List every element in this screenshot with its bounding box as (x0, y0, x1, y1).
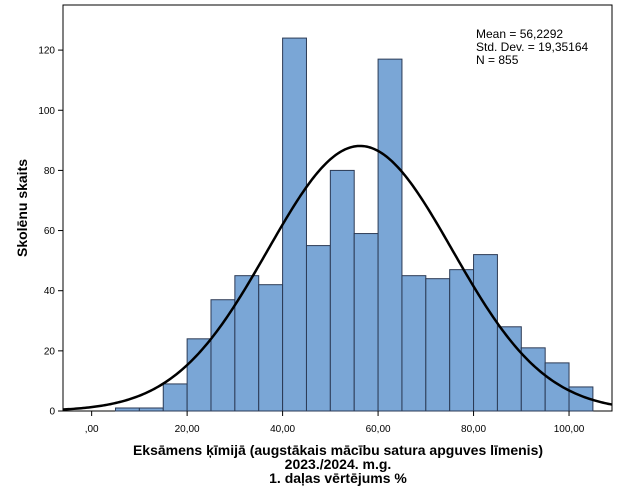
stats-box: Mean = 56,2292 Std. Dev. = 19,35164 N = … (476, 27, 589, 67)
x-axis-title-line-3: 1. daļas vērtējums % (269, 470, 407, 486)
x-tick-label: 80,00 (461, 424, 486, 435)
histogram-bar (401, 275, 427, 412)
y-tick-label: 0 (49, 407, 55, 418)
histogram-bar (138, 407, 164, 412)
histogram-bar (186, 338, 212, 412)
y-tick-label: 80 (44, 166, 56, 177)
histogram-bar (425, 278, 451, 412)
x-tick-label: 60,00 (366, 424, 391, 435)
histogram-bar (234, 275, 260, 412)
y-axis-title: Skolēnu skaits (14, 159, 30, 257)
normal-curve (62, 144, 613, 411)
x-tick-label: 40,00 (270, 424, 295, 435)
x-axis-title-line-2: 2023./2024. m.g. (285, 456, 392, 472)
x-axis: ,00 20,00 40,00 60,00 80,00 100,00 (85, 411, 585, 435)
y-tick-label: 100 (38, 106, 55, 117)
y-tick-label: 40 (44, 286, 56, 297)
histogram-bar (544, 362, 570, 412)
y-tick-label: 60 (44, 226, 56, 237)
histogram-bar (115, 407, 140, 412)
histogram-bar (210, 299, 236, 412)
histogram-bar (377, 58, 403, 412)
histogram-bar (329, 169, 355, 412)
x-axis-title-line-1: Eksāmens ķīmijā (augstākais mācību satur… (133, 442, 543, 458)
x-tick-label: ,00 (85, 424, 99, 435)
x-tick-label: 100,00 (554, 424, 585, 435)
stat-std-dev: Std. Dev. = 19,35164 (476, 40, 589, 54)
histogram-bar (353, 233, 379, 412)
y-tick-label: 20 (44, 346, 56, 357)
y-tick-label: 120 (38, 46, 55, 57)
histogram-bar (258, 284, 284, 412)
histogram-bar (162, 383, 188, 412)
stat-mean: Mean = 56,2292 (476, 27, 563, 41)
stat-n: N = 855 (476, 53, 519, 67)
histogram-bar (449, 269, 475, 412)
histogram-bar (473, 254, 498, 412)
y-axis: 0 20 40 60 80 100 120 (38, 46, 63, 418)
histogram-bars (115, 37, 594, 412)
x-tick-label: 20,00 (175, 424, 200, 435)
histogram-bar (305, 245, 331, 412)
histogram-bar (282, 37, 307, 412)
